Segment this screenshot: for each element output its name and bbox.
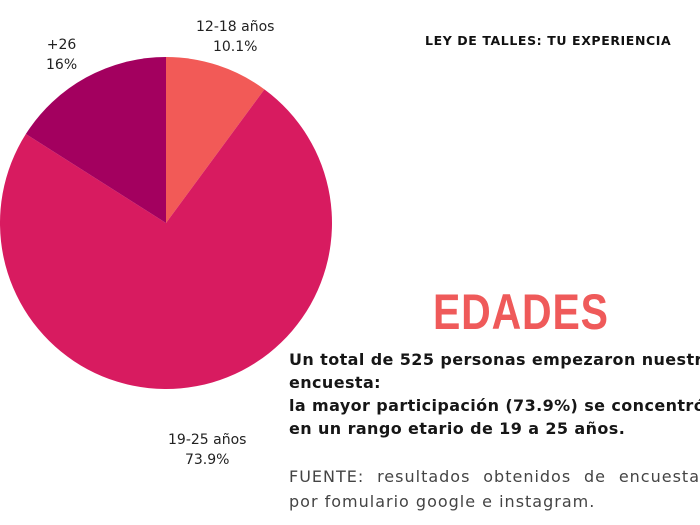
slice-label-26-plus-category: +26 — [46, 37, 77, 53]
slice-label-19-25: 19-25 años 73.9% — [168, 430, 246, 470]
slice-label-26-plus: +26 16% — [46, 35, 77, 75]
summary-line-3: la mayor participación (73.9%) se concen… — [289, 396, 700, 415]
slice-label-12-18: 12-18 años 10.1% — [196, 17, 274, 57]
summary-line-2: encuesta: — [289, 373, 381, 392]
source-line-2: por fomulario google e instagram. — [289, 492, 596, 511]
source-note: FUENTE: resultados obtenidos de encuesta… — [289, 464, 700, 514]
pie-slice-19-25-a-os — [0, 89, 332, 389]
slice-label-19-25-category: 19-25 años — [168, 432, 247, 448]
pie-slice-12-18-a-os — [166, 57, 265, 223]
pie-slice-26 — [25, 57, 167, 223]
slice-label-19-25-value: 73.9% — [184, 452, 230, 468]
summary-line-1: Un total de 525 personas empezaron nuest… — [289, 350, 700, 369]
section-title: EDADES — [433, 284, 609, 340]
summary-line-4: en un rango etario de 19 a 25 años. — [289, 419, 626, 438]
slice-label-12-18-value: 10.1% — [212, 39, 258, 55]
slice-label-26-plus-value: 16% — [46, 57, 78, 73]
summary-text: Un total de 525 personas empezaron nuest… — [289, 348, 700, 440]
slice-label-12-18-category: 12-18 años — [196, 19, 275, 35]
source-line-1: FUENTE: resultados obtenidos de encuesta — [289, 467, 700, 486]
page-header-title: LEY DE TALLES: TU EXPERIENCIA — [425, 33, 672, 48]
